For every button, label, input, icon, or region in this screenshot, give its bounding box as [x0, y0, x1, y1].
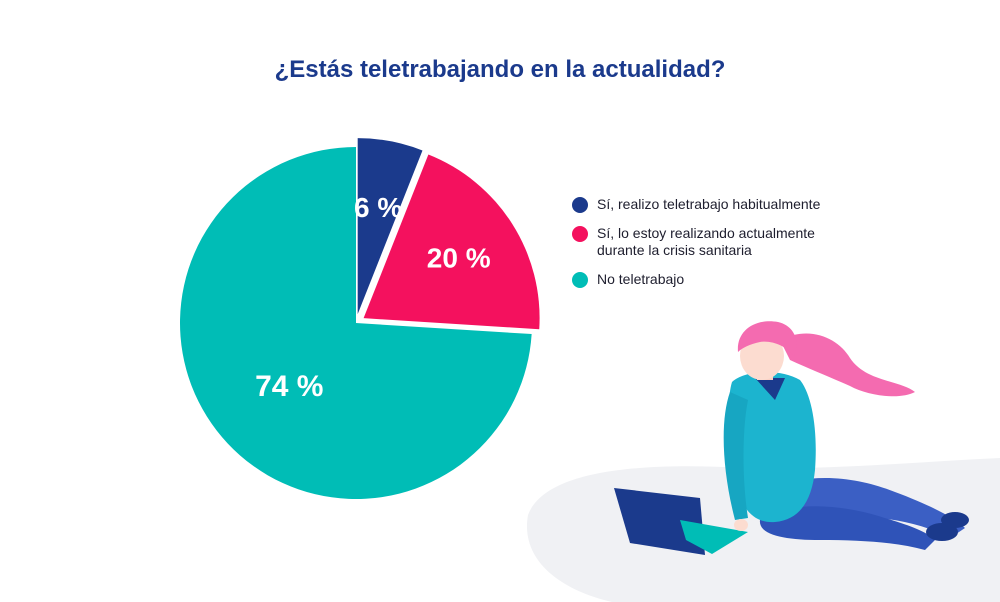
legend-swatch	[572, 197, 588, 213]
pie-labels: 6 % 20 % 74 %	[255, 192, 491, 403]
legend-item: Sí, lo estoy realizando actualmente dura…	[572, 225, 842, 259]
shirt-collar	[755, 378, 785, 400]
leg-back	[770, 477, 965, 538]
legend-item: Sí, realizo teletrabajo habitualmente	[572, 196, 842, 213]
laptop-base	[680, 520, 748, 554]
pie-slice	[180, 147, 532, 499]
slice-value-label: 20 %	[427, 243, 491, 274]
torso	[728, 371, 816, 523]
legend-label: No teletrabajo	[597, 271, 685, 287]
chart-title: ¿Estás teletrabajando en la actualidad?	[274, 56, 726, 83]
laptop-screen	[614, 488, 705, 555]
legend-swatch	[572, 272, 588, 288]
pie-slices	[180, 138, 540, 499]
hair-ponytail	[780, 333, 915, 397]
pie-slice	[357, 138, 423, 315]
arm	[723, 392, 748, 520]
shoe	[926, 523, 958, 541]
legend-label: Sí, realizo teletrabajo habitualmente	[597, 196, 821, 212]
slice-value-label: 6 %	[354, 192, 402, 223]
shoe	[941, 512, 969, 528]
legend-item: No teletrabajo	[572, 271, 842, 288]
legend-label: Sí, lo estoy realizando actualmente dura…	[597, 225, 815, 258]
leg-front	[759, 506, 935, 550]
hand	[734, 519, 748, 531]
pie-slice	[363, 154, 540, 330]
hair	[737, 321, 797, 356]
legend-swatch	[572, 226, 588, 242]
slice-value-label: 74 %	[255, 370, 323, 403]
legend: Sí, realizo teletrabajo habitualmente Sí…	[572, 196, 842, 300]
